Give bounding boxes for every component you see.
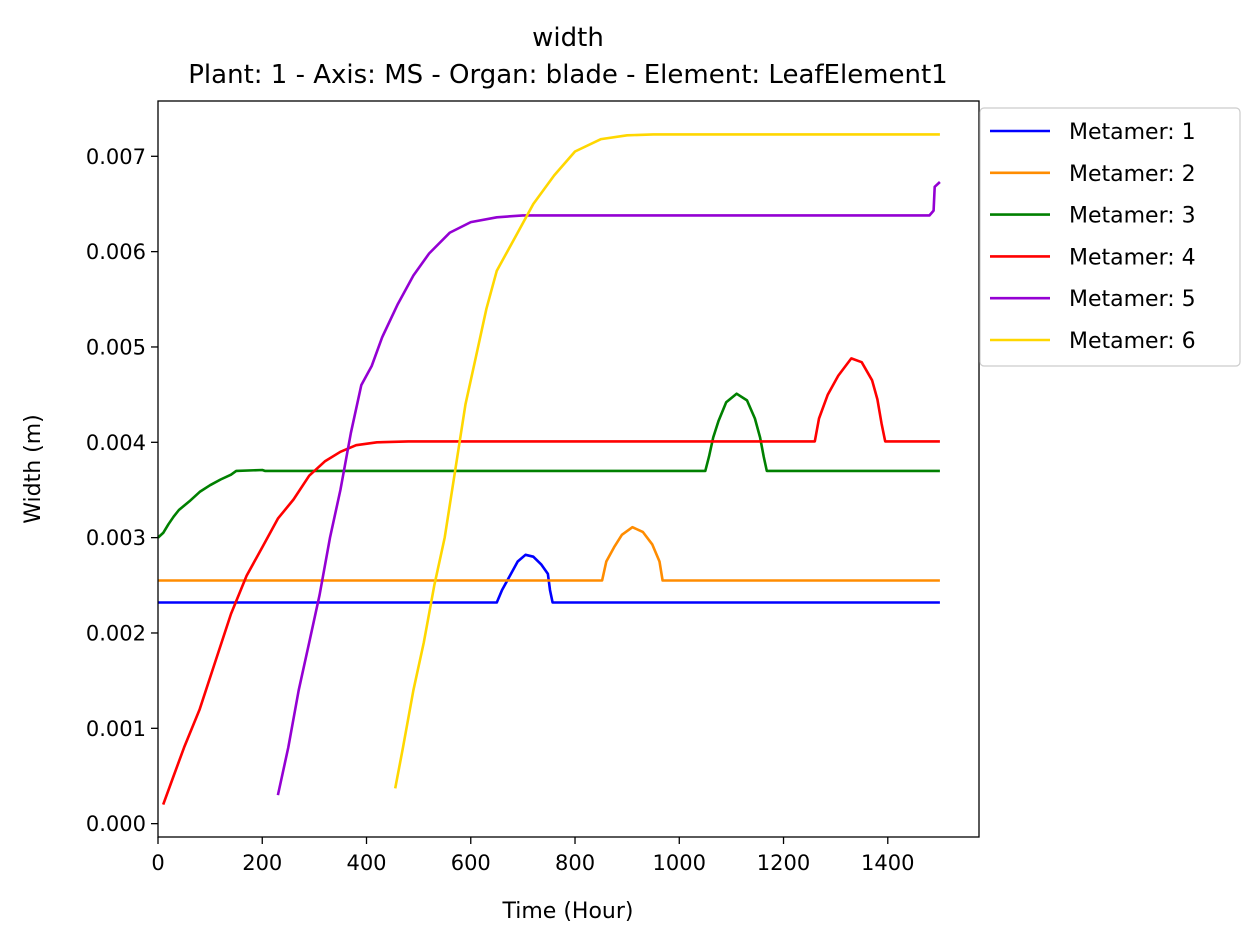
y-axis: 0.000 0.001 0.002 0.003 0.004 0.005 0.006 0.007: [86, 145, 158, 836]
x-tick-label: 1400: [861, 851, 914, 875]
x-tick-label: 600: [451, 851, 491, 875]
legend-frame: [979, 107, 1241, 367]
chart-title: width: [532, 23, 604, 53]
x-tick-label: 200: [242, 851, 282, 875]
y-tick-label: 0.006: [86, 240, 146, 264]
legend-label-metamer-5: Metamer: 5: [1069, 287, 1196, 312]
plot-series: [157, 133, 941, 806]
x-tick-label: 800: [555, 851, 595, 875]
series-line-metamer-5: [276, 181, 941, 796]
legend-label-metamer-4: Metamer: 4: [1069, 245, 1196, 270]
series-line-metamer-2: [158, 525, 940, 582]
series-line-metamer-1: [158, 553, 940, 604]
legend-label-metamer-1: Metamer: 1: [1069, 120, 1196, 145]
legend-label-metamer-2: Metamer: 2: [1069, 162, 1196, 187]
y-tick-label: 0.005: [86, 335, 146, 359]
x-tick-label: 0: [151, 851, 164, 875]
y-axis-label: Width (m): [21, 414, 46, 524]
x-axis: 0 200 400 600 800 1000 1200 1400: [151, 837, 915, 875]
legend-label-metamer-3: Metamer: 3: [1069, 204, 1196, 229]
chart-subtitle: Plant: 1 - Axis: MS - Organ: blade - Ele…: [188, 60, 947, 90]
y-tick-label: 0.007: [86, 145, 146, 169]
x-tick-label: 1200: [757, 851, 810, 875]
y-tick-label: 0.004: [86, 431, 146, 455]
y-tick-label: 0.003: [86, 526, 146, 550]
series-line-metamer-6: [393, 133, 940, 789]
legend: Metamer: 1 Metamer: 2 Metamer: 3 Metamer: 4…: [979, 107, 1241, 367]
y-tick-label: 0.000: [86, 812, 146, 836]
x-tick-label: 400: [346, 851, 386, 875]
series-line-metamer-4: [161, 357, 940, 806]
y-tick-label: 0.002: [86, 621, 146, 645]
y-tick-label: 0.001: [86, 717, 146, 741]
x-axis-label: Time (Hour): [502, 899, 634, 924]
series-line-metamer-3: [157, 392, 940, 539]
legend-label-metamer-6: Metamer: 6: [1069, 329, 1196, 354]
plot-frame: [157, 100, 980, 838]
x-tick-label: 1000: [653, 851, 706, 875]
